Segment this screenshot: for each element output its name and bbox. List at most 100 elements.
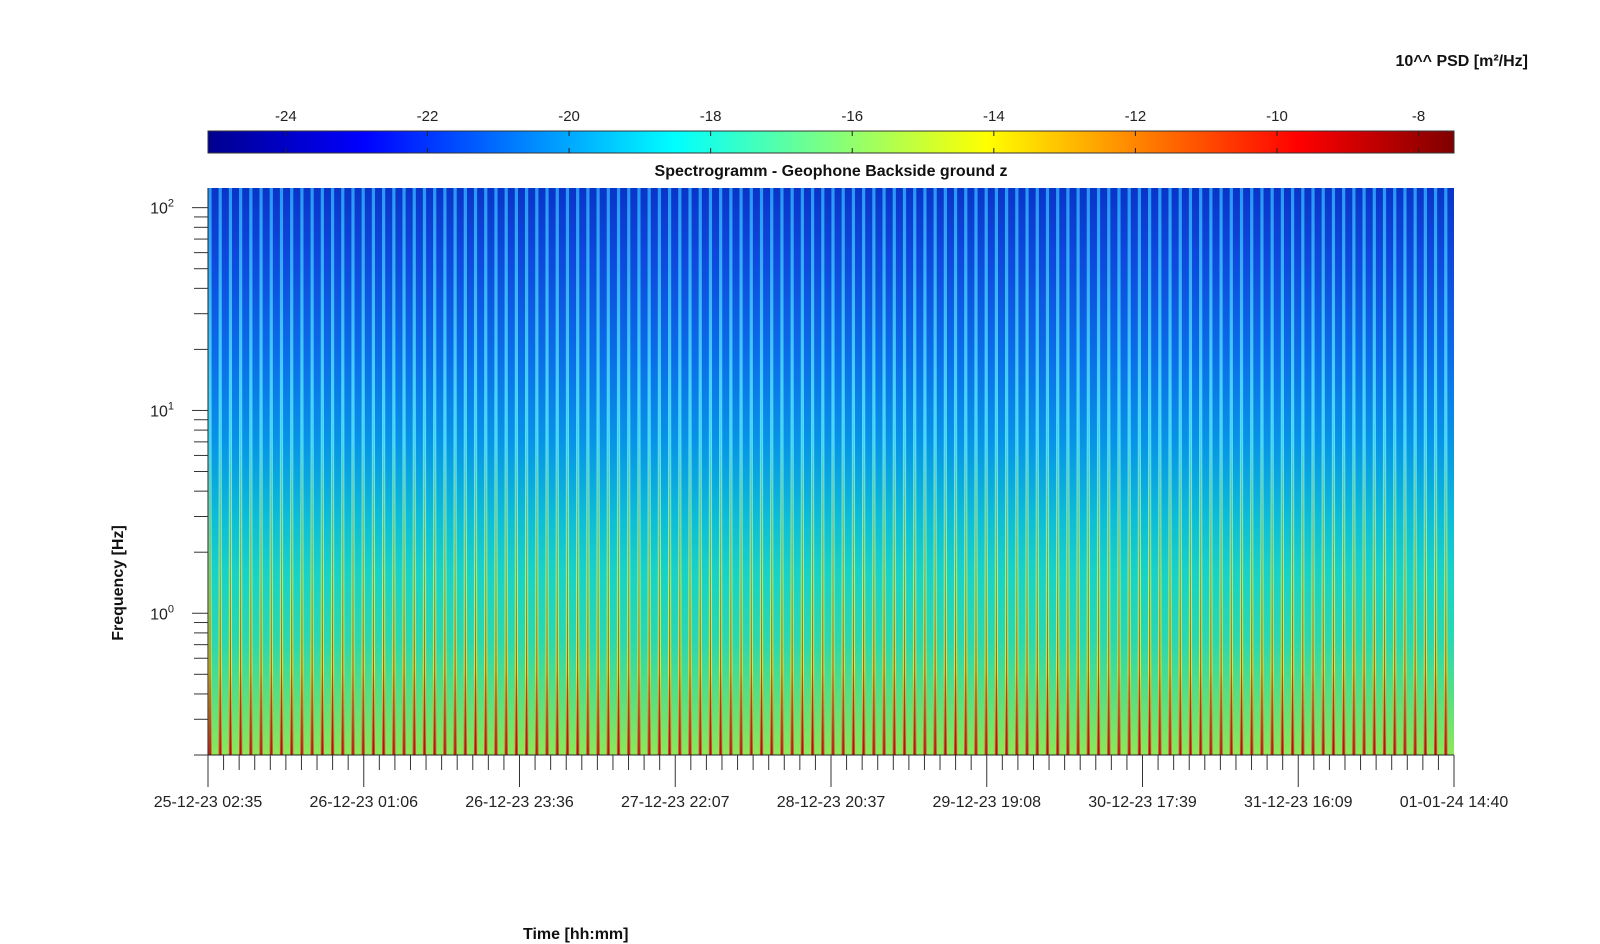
spectrogram-stripe-core bbox=[362, 386, 364, 755]
spectrogram-stripe-core bbox=[577, 386, 579, 755]
spectrogram-stripe-core bbox=[556, 386, 558, 755]
y-tick-label: 102 bbox=[150, 198, 174, 218]
spectrogram-stripe-core bbox=[229, 386, 232, 755]
spectrogram-stripe-core bbox=[454, 386, 456, 755]
spectrogram-stripe-core bbox=[1016, 386, 1018, 755]
spectrogram-stripe-core bbox=[1414, 386, 1416, 755]
spectrogram-stripe-core bbox=[975, 386, 977, 755]
spectrogram-stripe-core bbox=[903, 386, 906, 755]
colorbar-tick-label: -16 bbox=[841, 108, 863, 125]
spectrogram-stripe-core bbox=[791, 386, 793, 755]
spectrogram-stripes bbox=[208, 188, 1448, 755]
spectrogram-stripe-core bbox=[444, 386, 446, 755]
spectrogram-stripe-core bbox=[842, 386, 844, 755]
spectrogram-stripe-core bbox=[1200, 386, 1202, 755]
y-tick-base: 10 bbox=[150, 201, 168, 218]
spectrogram-stripe-core bbox=[1434, 386, 1437, 755]
chart-title: Spectrogramm - Geophone Backside ground … bbox=[654, 163, 1008, 180]
colorbar-tick-label: -20 bbox=[558, 108, 580, 125]
colorbar-tick-label: -14 bbox=[983, 108, 1005, 125]
spectrogram-stripe-core bbox=[1179, 386, 1181, 755]
x-tick-label: 26-12-23 23:36 bbox=[465, 794, 574, 811]
spectrogram-stripe-core bbox=[260, 386, 262, 755]
spectrogram-stripe-core bbox=[1353, 386, 1355, 755]
spectrogram-stripe-core bbox=[1046, 386, 1049, 755]
x-axis: 25-12-23 02:35 26-12-23 01:06 26-12-23 23:… bbox=[154, 754, 1508, 811]
spectrogram-stripe-core bbox=[209, 386, 211, 755]
spectrogram-stripe-core bbox=[985, 386, 987, 755]
spectrogram-stripe-core bbox=[822, 386, 824, 755]
spectrogram-stripe-core bbox=[914, 386, 916, 755]
spectrogram-stripe-core bbox=[760, 386, 763, 755]
x-tick-label: 30-12-23 17:39 bbox=[1088, 794, 1197, 811]
spectrogram-stripe-core bbox=[1210, 386, 1212, 755]
spectrogram-stripe-core bbox=[617, 386, 620, 755]
spectrogram-stripe-core bbox=[954, 386, 957, 755]
spectrogram-stripe-core bbox=[934, 386, 936, 755]
spectrogram-stripe-core bbox=[393, 386, 395, 755]
spectrogram-stripe-core bbox=[1322, 386, 1324, 755]
spectrogram-stripe-core bbox=[1036, 386, 1038, 755]
spectrogram-stripe-core bbox=[352, 386, 354, 755]
spectrogram-stripe-core bbox=[291, 386, 293, 755]
spectrogram-plot bbox=[208, 188, 1454, 755]
spectrogram-stripe-core bbox=[750, 386, 752, 755]
spectrogram-stripe-core bbox=[1404, 386, 1406, 755]
spectrogram-stripe-core bbox=[995, 386, 998, 755]
spectrogram-stripe-core bbox=[924, 386, 926, 755]
x-tick-label: 31-12-23 16:09 bbox=[1244, 794, 1353, 811]
colorbar-tick-label: -24 bbox=[275, 108, 297, 125]
colorbar-gradient bbox=[207, 130, 1455, 154]
spectrogram-stripe-core bbox=[403, 386, 405, 755]
spectrogram-stripe-core bbox=[771, 386, 773, 755]
x-tick-label: 26-12-23 01:06 bbox=[309, 794, 418, 811]
spectrogram-stripe-core bbox=[372, 386, 375, 755]
spectrogram-stripe-core bbox=[1383, 386, 1386, 755]
spectrogram-stripe-core bbox=[270, 386, 272, 755]
spectrogram-stripe-core bbox=[740, 386, 742, 755]
x-tick-label: 25-12-23 02:35 bbox=[154, 794, 263, 811]
spectrogram-stripe-core bbox=[1240, 386, 1243, 755]
y-tick-base: 10 bbox=[150, 606, 168, 623]
spectrogram-stripe-core bbox=[1097, 386, 1100, 755]
spectrogram-stripe-core bbox=[342, 386, 344, 755]
colorbar-unit-label: 10^^ PSD [m²/Hz] bbox=[1395, 53, 1528, 70]
spectrogram-stripe-core bbox=[944, 386, 946, 755]
spectrogram-stripe-core bbox=[1057, 386, 1059, 755]
spectrogram-stripe-core bbox=[1332, 386, 1335, 755]
spectrogram-stripe-core bbox=[526, 386, 528, 755]
spectrogram-stripe-core bbox=[280, 386, 283, 755]
spectrogram-stripe-core bbox=[1108, 386, 1110, 755]
spectrogram-stripe-core bbox=[1261, 386, 1263, 755]
spectrogram-stripe-core bbox=[474, 386, 477, 755]
spectrogram-stripe-core bbox=[893, 386, 895, 755]
spectrogram-stripe-core bbox=[699, 386, 701, 755]
spectrogram-stripe-core bbox=[883, 386, 885, 755]
spectrogram-stripe-core bbox=[1343, 386, 1345, 755]
spectrogram-stripe-core bbox=[658, 386, 660, 755]
y-tick-exponent: 0 bbox=[168, 603, 174, 615]
y-tick-base: 10 bbox=[150, 403, 168, 420]
spectrogram-stripe-core bbox=[1159, 386, 1161, 755]
x-tick-label: 29-12-23 19:08 bbox=[932, 794, 1041, 811]
spectrogram-stripe-core bbox=[1006, 386, 1008, 755]
spectrogram-stripe-core bbox=[219, 386, 221, 755]
spectrogram-stripe-core bbox=[709, 386, 712, 755]
spectrogram-stripe-core bbox=[383, 386, 385, 755]
spectrogram-stripe-core bbox=[863, 386, 865, 755]
spectrogram-stripe-core bbox=[811, 386, 814, 755]
colorbar-tick-label: -12 bbox=[1125, 108, 1147, 125]
spectrogram-stripe-core bbox=[597, 386, 599, 755]
spectrogram-stripe-core bbox=[1424, 386, 1426, 755]
spectrogram-stripe-core bbox=[628, 386, 630, 755]
spectrogram-stripe-core bbox=[1067, 386, 1069, 755]
spectrogram-stripe-core bbox=[1373, 386, 1375, 755]
spectrogram-stripe-core bbox=[1312, 386, 1314, 755]
x-axis-label: Time [hh:mm] bbox=[523, 926, 629, 943]
spectrogram-stripe-core bbox=[607, 386, 609, 755]
spectrogram-stripe-core bbox=[413, 386, 415, 755]
x-tick-label: 27-12-23 22:07 bbox=[621, 794, 730, 811]
colorbar-tick-label: -18 bbox=[700, 108, 722, 125]
